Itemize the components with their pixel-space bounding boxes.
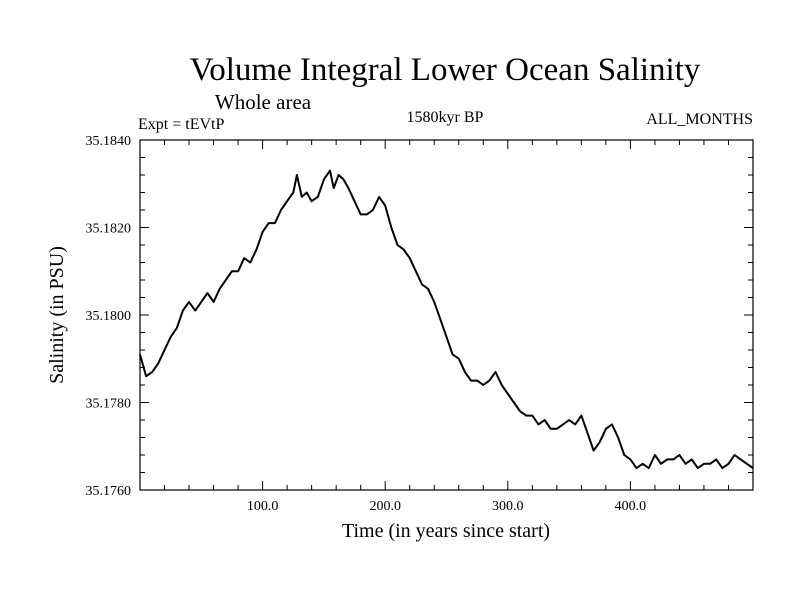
y-tick-label: 35.1840 <box>86 134 132 149</box>
x-axis-ticks: 100.0 200.0 300.0 400.0 <box>164 140 729 514</box>
y-tick-label: 35.1800 <box>86 309 132 324</box>
y-axis-ticks: 35.1760 35.1780 35.1800 35.1820 35.1840 <box>86 134 753 499</box>
plot-frame <box>139 139 754 491</box>
period-label: 1580kyr BP <box>407 109 484 126</box>
chart-subtitle: Whole area <box>215 90 312 114</box>
x-axis-label: Time (in years since start) <box>342 520 550 542</box>
months-label: ALL_MONTHS <box>646 111 753 128</box>
x-tick-label: 100.0 <box>247 499 279 514</box>
y-tick-label: 35.1820 <box>86 222 132 237</box>
y-axis-label: Salinity (in PSU) <box>46 246 68 384</box>
experiment-label: Expt = tEVtP <box>138 116 224 133</box>
y-tick-label: 35.1780 <box>86 397 132 412</box>
x-tick-label: 400.0 <box>615 499 647 514</box>
x-tick-label: 300.0 <box>492 499 524 514</box>
series-line-salinity <box>139 169 754 470</box>
x-tick-label: 200.0 <box>369 499 401 514</box>
y-tick-label: 35.1760 <box>86 484 132 499</box>
chart-title: Volume Integral Lower Ocean Salinity <box>190 52 701 88</box>
